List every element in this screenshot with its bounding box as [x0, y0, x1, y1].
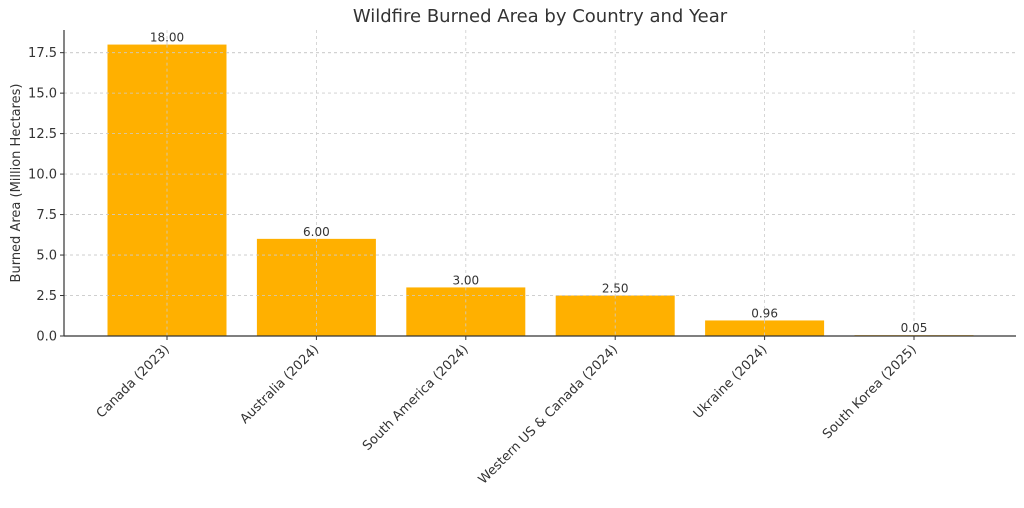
bar-value-label: 3.00	[452, 273, 479, 287]
data-labels: 18.00 6.00 3.00 2.50 0.96 0.05	[150, 31, 928, 336]
chart-title: Wildfire Burned Area by Country and Year	[353, 6, 728, 27]
bar-value-label: 18.00	[150, 31, 184, 45]
y-tick-label: 5.0	[36, 249, 57, 264]
y-tick-label: 12.5	[28, 127, 57, 142]
bars	[64, 44, 1016, 337]
x-tick-label: South Korea (2025)	[820, 342, 920, 442]
bar-value-label: 0.05	[901, 321, 928, 335]
x-tick-label: Ukraine (2024)	[691, 342, 771, 422]
x-tick-label: Australia (2024)	[237, 342, 322, 427]
bar-value-label: 2.50	[602, 282, 629, 296]
y-tick-label: 17.5	[28, 46, 57, 61]
bar-value-label: 6.00	[303, 225, 330, 239]
y-tick-label: 7.5	[36, 208, 57, 223]
x-tick-label: Canada (2023)	[94, 342, 173, 421]
x-tick-label: Western US & Canada (2024)	[476, 342, 621, 487]
x-tick-label: South America (2024)	[360, 342, 472, 454]
y-tick-label: 10.0	[28, 168, 57, 183]
y-tick-label: 0.0	[36, 330, 57, 345]
y-axis-label: Burned Area (Million Hectares)	[9, 84, 24, 283]
bar-value-label: 0.96	[751, 306, 778, 320]
y-tick-label: 15.0	[28, 87, 57, 102]
y-tick-label: 2.5	[36, 289, 57, 304]
